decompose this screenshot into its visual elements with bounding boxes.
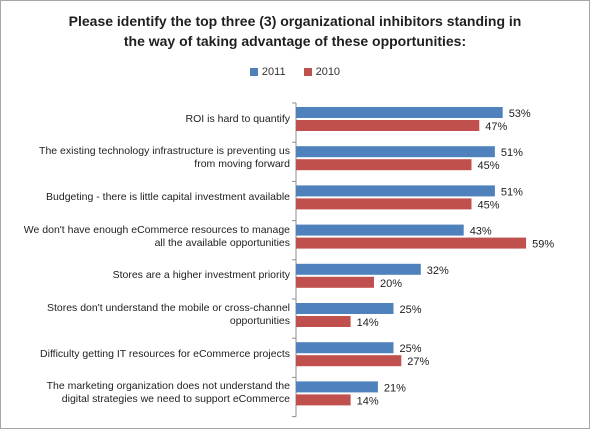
data-label-2010: 27%: [407, 356, 429, 368]
category-label-line: Stores don't understand the mobile or cr…: [46, 302, 290, 314]
bar-2011: [296, 263, 421, 275]
bar-2011: [296, 342, 394, 354]
category-label: Difficulty getting IT resources for eCom…: [10, 348, 290, 361]
data-label-2010: 20%: [380, 278, 402, 290]
chart-legend: 2011 2010: [1, 66, 589, 78]
data-label-2011: 51%: [501, 186, 523, 198]
category-label-line: Stores are a higher investment priority: [112, 269, 290, 282]
category-label-line: The marketing organization does not unde…: [46, 380, 290, 393]
data-label-2010: 14%: [357, 395, 379, 407]
category-label: Budgeting - there is little capital inve…: [10, 191, 290, 204]
bar-2010: [296, 276, 374, 288]
data-label-2011: 43%: [470, 226, 492, 238]
bar-2010: [296, 316, 351, 327]
category-label: ROI is hard to quantify: [10, 113, 290, 126]
data-label-2010: 47%: [485, 121, 507, 133]
category-label-line: Budgeting - there is little capital inve…: [46, 190, 290, 203]
data-label-2011: 21%: [384, 382, 406, 394]
category-label-line: The existing technology infrastructure i…: [39, 145, 290, 158]
category-label: The marketing organization does not unde…: [10, 380, 290, 406]
category-label-line: digital strategies we need to support eC…: [61, 393, 290, 406]
bar-2010: [296, 355, 402, 367]
bar-2011: [296, 107, 503, 118]
legend-label-2010: 2010: [315, 66, 341, 78]
bar-2010: [296, 237, 527, 249]
bar-2011: [296, 185, 495, 197]
legend-swatch-2011: [249, 68, 258, 76]
chart-title: Please identify the top three (3) organi…: [1, 11, 589, 51]
legend-swatch-2010: [303, 68, 312, 76]
bar-2011: [296, 146, 495, 158]
category-label-line: opportunities: [229, 315, 290, 327]
data-label-2011: 25%: [400, 343, 422, 355]
data-label-2011: 25%: [400, 304, 422, 316]
category-label: Stores are a higher investment priority: [10, 269, 290, 282]
data-label-2010: 45%: [478, 160, 500, 172]
data-label-2010: 59%: [532, 239, 554, 251]
bar-2010: [296, 198, 472, 210]
bar-2011: [296, 303, 394, 314]
category-label-line: We don't have enough eCommerce resources…: [23, 223, 290, 236]
bar-2011: [296, 381, 378, 393]
legend-item-2011: 2011: [249, 66, 286, 78]
bar-2011: [296, 224, 464, 236]
bar-2010: [296, 159, 472, 171]
chart-title-line-2: the way of taking advantage of these opp…: [123, 33, 467, 49]
category-label: Stores don't understand the mobile or cr…: [10, 302, 290, 328]
category-label: We don't have enough eCommerce resources…: [10, 224, 290, 250]
data-label-2011: 32%: [427, 265, 449, 277]
bar-2010: [296, 120, 480, 131]
data-label-2011: 53%: [509, 108, 531, 120]
category-label-line: all the available opportunities: [154, 236, 290, 249]
category-label-line: Difficulty getting IT resources for eCom…: [40, 347, 290, 360]
legend-label-2011: 2011: [261, 66, 286, 78]
bar-2010: [296, 394, 351, 406]
legend-item-2010: 2010: [303, 66, 341, 78]
category-label: The existing technology infrastructure i…: [10, 145, 290, 171]
data-label-2010: 45%: [478, 199, 500, 211]
chart-title-line-1: Please identify the top three (3) organi…: [68, 13, 522, 29]
data-label-2010: 14%: [357, 317, 379, 329]
category-label-line: ROI is hard to quantify: [185, 112, 290, 125]
data-label-2011: 51%: [501, 147, 523, 159]
category-label-line: from moving forward: [194, 158, 290, 171]
